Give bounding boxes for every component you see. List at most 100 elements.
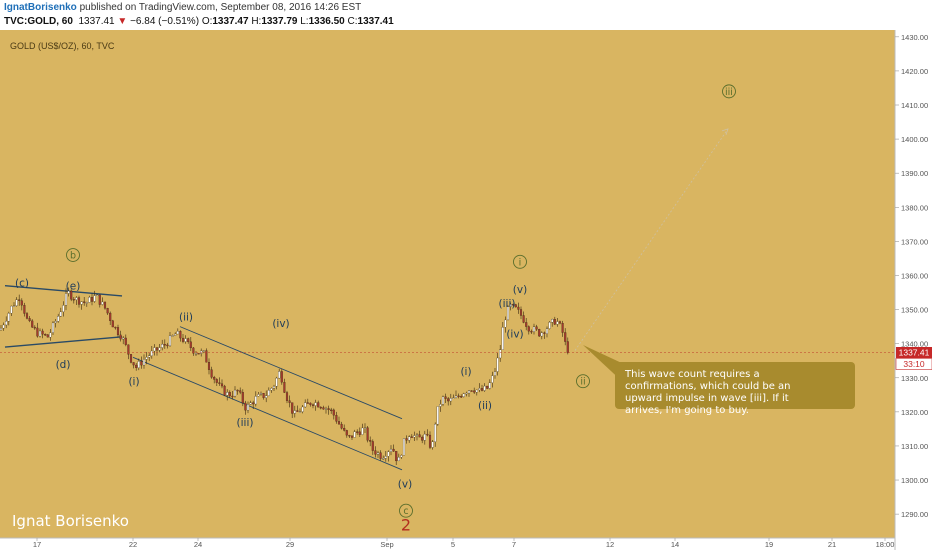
time-tag-label: 33:10 [903, 359, 925, 369]
last-price: 1337.41 [78, 16, 115, 27]
candle-body [314, 402, 317, 406]
price-tag: 1337.41 33:10 [895, 346, 932, 370]
price-axis-background [895, 30, 932, 550]
wave-label: (i) [460, 366, 471, 378]
candle-body [291, 402, 294, 414]
candle-body [426, 433, 429, 436]
candle-body [101, 301, 104, 305]
candle-body [246, 404, 250, 411]
y-tick-label: 1310.00 [901, 442, 928, 451]
candle-body [85, 302, 88, 304]
candle-body [148, 355, 151, 358]
candle-body [330, 409, 333, 412]
time-tag-box [895, 358, 932, 370]
wave-labels: (c) b (e) (d) (i) (ii) (iii) (iv) (v) c2 (i) (ii) (i… [15, 84, 736, 534]
candle-body [340, 423, 343, 429]
candle-body [223, 385, 226, 396]
note-line: This wave count requires a [624, 369, 760, 380]
candle-body [509, 304, 512, 307]
candle-body [327, 408, 330, 411]
candle-body [38, 330, 42, 337]
candle-body [226, 392, 229, 396]
candle-body [161, 344, 164, 348]
candle-body [189, 341, 192, 349]
open-value: 1337.47 [212, 16, 249, 27]
candle-body [119, 334, 122, 340]
candle-body [150, 350, 153, 356]
candle-body [553, 319, 556, 325]
candle-body [540, 332, 543, 337]
candle-body [501, 327, 504, 350]
candle-body [197, 353, 200, 355]
time-axis-background [0, 538, 895, 550]
wave-circle [399, 503, 413, 518]
candle-body [421, 436, 424, 441]
candle-body [444, 396, 447, 399]
candle-body [124, 337, 127, 345]
x-tick-label: Sep [380, 540, 393, 549]
candle-body [12, 305, 16, 307]
candle-body [80, 301, 83, 305]
candle-body [317, 402, 320, 408]
candle-body [10, 305, 13, 314]
wave-label: ii [580, 377, 585, 388]
author-link[interactable]: IgnatBorisenko [4, 2, 77, 13]
low-label: L: [300, 16, 309, 27]
x-tick-label: 21 [828, 540, 836, 549]
candle-body [213, 377, 216, 380]
candle-body [519, 309, 523, 316]
candle-body [348, 435, 351, 437]
candle-body [106, 308, 109, 314]
x-tick-label: 17 [33, 540, 41, 549]
candle-body [309, 402, 312, 405]
wave-label: i [519, 257, 522, 268]
x-tick-label: 5 [451, 540, 455, 549]
candle-body [239, 390, 242, 393]
candle-body [298, 411, 302, 413]
candle-body [218, 382, 221, 384]
x-tick-label: 18:00 [876, 540, 895, 549]
candle-body [122, 337, 125, 340]
note-callout[interactable]: This wave count requires a confirmations,… [583, 345, 855, 416]
wave-label: (c) [15, 277, 29, 289]
candle-body [447, 398, 450, 402]
candle-body [512, 304, 515, 306]
y-tick-label: 1290.00 [901, 510, 928, 519]
candle-body [441, 396, 445, 405]
candle-body [244, 402, 247, 411]
wave-circle [722, 84, 736, 99]
candle-body [176, 331, 179, 335]
candle-body [413, 435, 416, 438]
candle-body [457, 395, 460, 398]
y-tick-label: 1320.00 [901, 408, 928, 417]
wave-label: (v) [398, 478, 412, 490]
candle-body [301, 406, 304, 412]
candle-body [366, 427, 369, 441]
candle-body [363, 427, 367, 429]
candle-body [488, 382, 491, 389]
candle-body [493, 371, 497, 376]
candle-body [439, 404, 442, 407]
candle-body [116, 327, 120, 336]
channel-lower-line [132, 356, 403, 471]
candle-body [324, 408, 328, 410]
candle-body [371, 441, 374, 451]
candle-body [137, 361, 140, 368]
candle-body [135, 364, 138, 368]
candle-body [410, 436, 413, 438]
wave-label: b [70, 251, 76, 262]
candle-body [335, 415, 338, 422]
note-line: upward impulse in wave [iii]. If it [625, 393, 789, 404]
candle-body [231, 395, 234, 398]
candle-body [538, 329, 541, 337]
x-tick-label: 24 [194, 540, 202, 549]
candle-body [483, 385, 486, 391]
candle-body [31, 320, 34, 328]
candle-body [496, 357, 499, 372]
trendlines [4, 128, 729, 471]
candle-body [525, 322, 528, 327]
candle-body [202, 350, 205, 352]
candle-body [530, 330, 533, 333]
candle-body [33, 326, 36, 329]
